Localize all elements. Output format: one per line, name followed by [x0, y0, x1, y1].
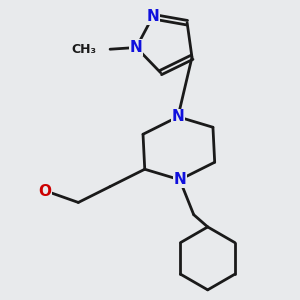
Text: N: N	[173, 172, 186, 187]
Text: N: N	[172, 109, 184, 124]
Text: N: N	[146, 9, 159, 24]
Text: O: O	[38, 184, 51, 200]
Text: CH₃: CH₃	[72, 43, 97, 56]
Text: N: N	[130, 40, 143, 55]
